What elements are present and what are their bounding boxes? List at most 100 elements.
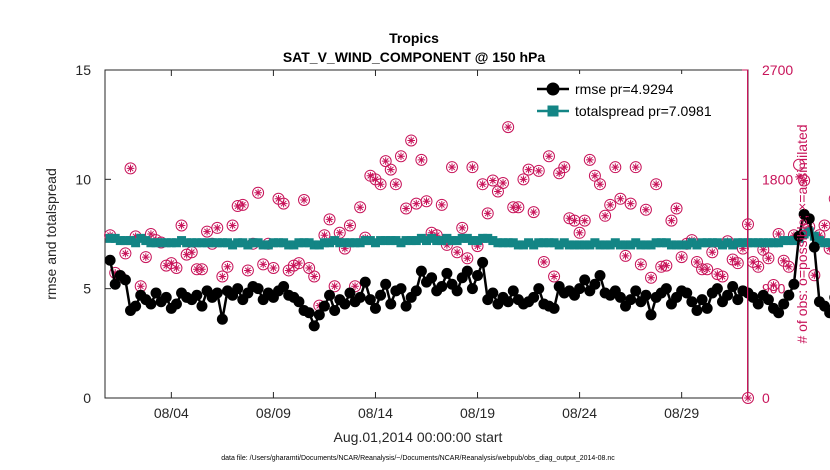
obs-assimilated-point — [540, 258, 548, 266]
totalspread-point — [187, 238, 197, 248]
rmse-point — [385, 298, 397, 310]
obs-assimilated-point — [341, 244, 349, 253]
obs-assimilated-point — [739, 244, 747, 253]
obs-assimilated-point — [642, 205, 650, 214]
x-tick-label: 08/14 — [358, 405, 393, 421]
obs-assimilated-point — [504, 123, 512, 131]
rmse-point — [415, 265, 427, 277]
obs-assimilated-point — [259, 260, 267, 269]
legend-item-totalspread: totalspread pr=7.0981 — [537, 103, 712, 119]
rmse-point — [451, 285, 463, 297]
obs-possible-point — [542, 150, 555, 163]
obs-assimilated-point — [392, 180, 400, 188]
rmse-point — [426, 272, 438, 284]
obs-assimilated-point — [550, 272, 558, 281]
obs-assimilated-point — [121, 249, 130, 258]
totalspread-point — [763, 238, 773, 248]
totalspread-point — [105, 233, 115, 243]
obs-assimilated-point — [560, 163, 569, 171]
obs-possible-point — [175, 219, 188, 232]
x-axis-label: Aug.01,2014 00:00:00 start — [334, 429, 503, 445]
rmse-point — [778, 298, 790, 310]
obs-assimilated-point — [621, 252, 630, 260]
obs-assimilated-point — [810, 271, 819, 280]
totalspread-point — [279, 238, 289, 248]
obs-assimilated-point — [351, 282, 359, 291]
obs-assimilated-point — [611, 163, 620, 171]
rmse-point — [160, 291, 172, 303]
totalspread-point — [529, 240, 539, 250]
obs-assimilated-point — [172, 264, 181, 272]
totalspread-point — [253, 238, 263, 248]
rmse-point — [461, 265, 473, 277]
totalspread-point — [702, 238, 712, 248]
totalspread-point — [753, 238, 763, 248]
obs-possible-point — [532, 164, 545, 177]
chart-title-line1: Tropics — [389, 30, 439, 46]
obs-assimilated-point — [147, 230, 155, 238]
totalspread-point — [340, 238, 350, 248]
obs-assimilated-point — [596, 180, 604, 188]
totalspread-point — [268, 238, 278, 248]
obs-assimilated-point — [514, 203, 523, 212]
obs-assimilated-point — [657, 263, 666, 271]
totalspread-point — [233, 238, 243, 248]
obs-assimilated-point — [300, 196, 308, 204]
totalspread-point — [222, 238, 232, 248]
rmse-point — [824, 307, 830, 319]
obs-assimilated-point — [698, 265, 706, 274]
totalspread-point — [156, 238, 166, 248]
totalspread-point — [605, 240, 615, 250]
rmse-point — [119, 274, 131, 286]
totalspread-point — [580, 240, 590, 250]
totalspread-point — [161, 238, 171, 248]
obs-assimilated-point — [254, 188, 262, 197]
rmse-point — [410, 285, 422, 297]
obs-assimilated-point — [473, 242, 482, 250]
totalspread-point — [422, 236, 431, 246]
legend-item-rmse: rmse pr=4.9294 — [537, 81, 674, 97]
y-right-tick-label: 0 — [762, 390, 770, 406]
x-tick-label: 08/29 — [664, 405, 699, 421]
obs-assimilated-point — [616, 194, 625, 203]
totalspread-point — [360, 236, 370, 246]
rmse-point — [436, 280, 448, 292]
obs-assimilated-point — [601, 211, 609, 220]
totalspread-point — [238, 238, 248, 248]
obs-assimilated-point — [290, 261, 298, 270]
obs-possible-point — [828, 195, 830, 203]
obs-assimilated-point — [177, 221, 186, 230]
obs-assimilated-point — [193, 265, 201, 274]
obs-assimilated-point — [647, 273, 655, 282]
obs-assimilated-point — [330, 282, 339, 291]
y-left-tick-label: 10 — [75, 171, 91, 187]
totalspread-point — [228, 240, 238, 250]
totalspread-point — [202, 238, 212, 248]
obs-possible-point — [522, 163, 535, 176]
obs-possible-point — [405, 134, 418, 147]
totalspread-point — [534, 238, 544, 248]
obs-possible-point — [583, 153, 596, 166]
obs-assimilated-point — [534, 167, 543, 175]
x-tick-label: 08/04 — [154, 405, 189, 421]
rmse-point — [528, 291, 540, 303]
rmse-point — [727, 280, 739, 292]
totalspread-point — [376, 236, 386, 246]
obs-assimilated-point — [284, 266, 293, 275]
rmse-point — [711, 283, 723, 295]
obs-possible-point — [343, 219, 356, 232]
legend-spread-marker — [547, 105, 559, 117]
totalspread-point — [386, 236, 396, 246]
obs-assimilated-point — [366, 171, 375, 180]
obs-assimilated-point — [555, 169, 563, 178]
obs-possible-point — [624, 197, 637, 210]
obs-possible-point — [241, 264, 254, 277]
obs-assimilated-point — [198, 265, 206, 274]
obs-possible-point — [604, 198, 617, 211]
obs-assimilated-point — [162, 261, 171, 270]
obs-assimilated-point — [274, 194, 283, 203]
obs-possible-point — [619, 249, 632, 262]
obs-assimilated-point — [631, 163, 640, 171]
obs-assimilated-point — [233, 202, 242, 210]
obs-possible-point — [323, 213, 336, 226]
